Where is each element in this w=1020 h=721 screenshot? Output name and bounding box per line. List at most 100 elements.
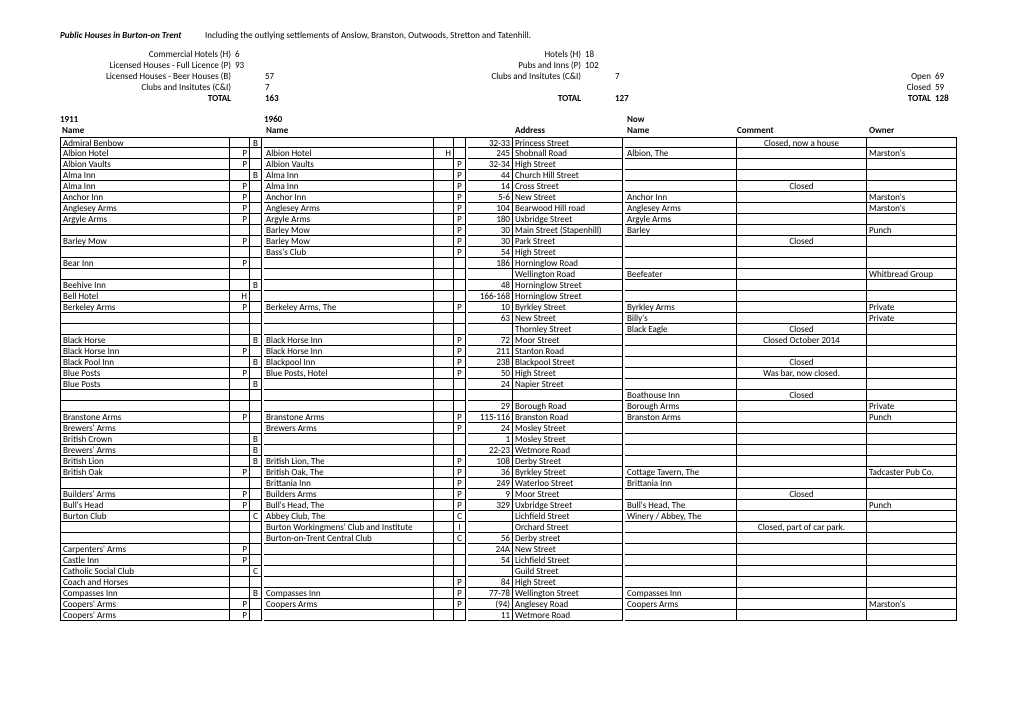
cell-addr: Shobnall Road (513, 148, 623, 159)
cell-now-name (625, 335, 737, 346)
cell-now-name (625, 445, 737, 456)
cell-1960-sub: P (454, 368, 466, 379)
cell-addr (513, 390, 623, 401)
page-subtitle: Including the outlying settlements of An… (205, 30, 531, 41)
cell-addr-num: 54 (468, 247, 513, 258)
table-row: Berkeley ArmsPBerkeley Arms, TheP10Byrkl… (60, 302, 960, 313)
cell-addr-num: 108 (468, 456, 513, 467)
cell-1960-name (264, 324, 434, 335)
cell-comment (737, 599, 867, 610)
cell-addr: Church Hill Street (513, 170, 623, 181)
cell-1911-name: Castle Inn (60, 555, 230, 566)
cell-1960-code (434, 236, 454, 247)
cell-1911-sub (250, 478, 262, 489)
cell-1960-sub: P (454, 247, 466, 258)
year-1960: 1960 (264, 114, 468, 125)
cell-1960-name: Bull's Head, The (264, 500, 434, 511)
cell-addr-num: 245 (468, 148, 513, 159)
cell-1911-name: Anchor Inn (60, 192, 230, 203)
cell-owner (867, 324, 957, 335)
cell-now-name: Winery / Abbey, The (625, 511, 737, 522)
cell-1911-name: Beehive Inn (60, 280, 230, 291)
cell-1911-sub (250, 214, 262, 225)
cell-now-name: Cottage Tavern, The (625, 467, 737, 478)
cell-1911-sub (250, 247, 262, 258)
cell-now-name (625, 181, 737, 192)
sum-val: 6 (235, 49, 265, 60)
cell-1960-name: Alma Inn (264, 170, 434, 181)
cell-addr: Uxbridge Street (513, 214, 623, 225)
cell-now-name (625, 577, 737, 588)
sum-val (935, 49, 960, 60)
cell-1911-code: P (230, 500, 250, 511)
cell-addr: Lichfield Street (513, 555, 623, 566)
table-row: British OakPBritish Oak, TheP36Byrkley S… (60, 467, 960, 478)
cell-1960-name (264, 555, 434, 566)
table-row: Anglesey ArmsPAnglesey ArmsP104Bearwood … (60, 203, 960, 214)
table-row: Bull's HeadPBull's Head, TheP329Uxbridge… (60, 500, 960, 511)
table-row: Blue PostsPBlue Posts, HotelP50High Stre… (60, 368, 960, 379)
cell-addr-num: 22-23 (468, 445, 513, 456)
cell-1960-code (434, 203, 454, 214)
cell-now-name (625, 170, 737, 181)
table-row: Builders' ArmsPBuilders ArmsP9Moor Stree… (60, 489, 960, 500)
cell-addr-num: 32-33 (468, 137, 513, 148)
cell-1960-name: Builders Arms (264, 489, 434, 500)
table-row: Anchor InnPAnchor InnP5-6New StreetAncho… (60, 192, 960, 203)
cell-comment (737, 566, 867, 577)
table-row: Carpenters' ArmsP24ANew Street (60, 544, 960, 555)
cell-addr: Derby Street (513, 456, 623, 467)
sum-val (615, 82, 635, 93)
table-row: Brewers' ArmsBrewers ArmsP24Mosley Stree… (60, 423, 960, 434)
cell-addr: Byrkley Street (513, 467, 623, 478)
cell-1911-code (230, 313, 250, 324)
cell-addr-num: 44 (468, 170, 513, 181)
cell-1911-name: Coopers' Arms (60, 599, 230, 610)
cell-comment (737, 159, 867, 170)
cell-comment (737, 456, 867, 467)
cell-1911-name: British Crown (60, 434, 230, 445)
cell-now-name: Anchor Inn (625, 192, 737, 203)
cell-1911-code (230, 280, 250, 291)
cell-1960-code (434, 269, 454, 280)
cell-now-name: Beefeater (625, 269, 737, 280)
cell-1911-code (230, 533, 250, 544)
cell-1911-name: Black Horse (60, 335, 230, 346)
cell-1911-code: P (230, 346, 250, 357)
sum-val: 69 (935, 71, 960, 82)
cell-now-name (625, 280, 737, 291)
cell-1911-name: Coopers' Arms (60, 610, 230, 621)
cell-owner (867, 214, 957, 225)
cell-1911-name: Blue Posts (60, 368, 230, 379)
cell-now-name (625, 258, 737, 269)
cell-addr: Lichfield Street (513, 511, 623, 522)
cell-1911-name: Alma Inn (60, 170, 230, 181)
cell-comment (737, 203, 867, 214)
cell-addr: Orchard Street (513, 522, 623, 533)
cell-now-name (625, 555, 737, 566)
cell-addr: Uxbridge Street (513, 500, 623, 511)
cell-comment (737, 269, 867, 280)
cell-comment: Closed (737, 236, 867, 247)
cell-1911-name (60, 478, 230, 489)
sum-label: TOTAL (890, 93, 935, 104)
cell-comment (737, 247, 867, 258)
sum-val: 128 (935, 93, 960, 104)
cell-addr: Blackpool Street (513, 357, 623, 368)
cell-owner: Marston's (867, 148, 957, 159)
cell-1960-code (434, 181, 454, 192)
table-row: Blue PostsB24Napier Street (60, 379, 960, 390)
cell-1960-code (434, 335, 454, 346)
cell-owner: Whitbread Group (867, 269, 957, 280)
cell-owner (867, 423, 957, 434)
sum-val: 7 (615, 71, 635, 82)
sum-val (265, 49, 310, 60)
sum-label (890, 60, 935, 71)
cell-1911-sub: B (250, 357, 262, 368)
cell-owner (867, 544, 957, 555)
cell-now-name: Albion, The (625, 148, 737, 159)
cell-1911-name: British Lion (60, 456, 230, 467)
cell-1960-name: Barley Mow (264, 225, 434, 236)
cell-now-name (625, 236, 737, 247)
cell-addr: Wetmore Road (513, 445, 623, 456)
